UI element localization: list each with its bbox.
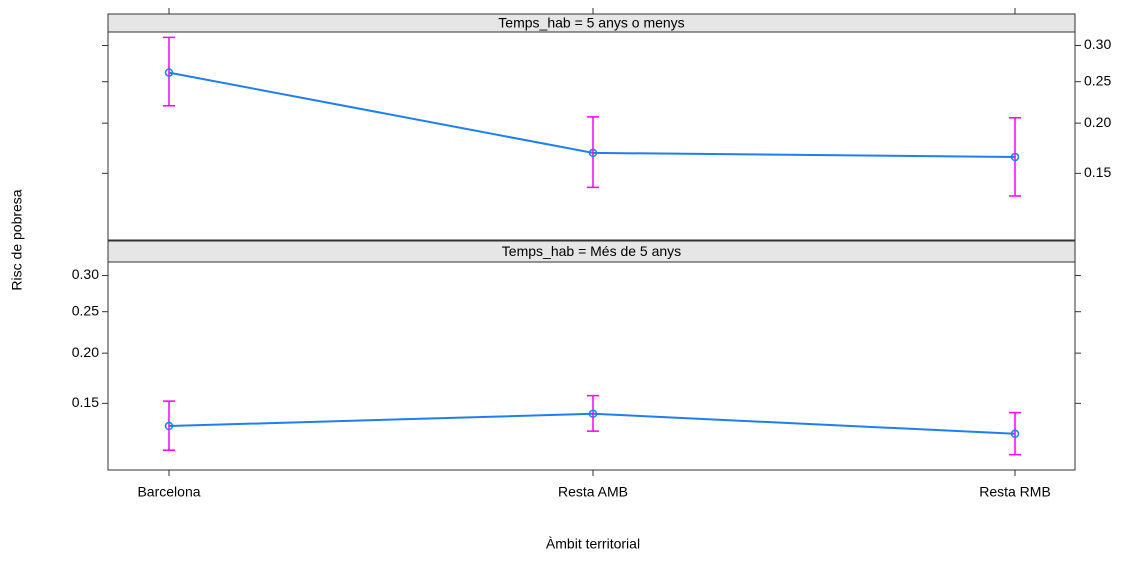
y-tick-label: 0.20: [1084, 114, 1111, 130]
x-tick-label: Resta RMB: [979, 484, 1051, 500]
y-tick-label: 0.30: [1084, 36, 1111, 52]
strip-label: Temps_hab = 5 anys o menys: [498, 15, 684, 31]
x-tick-label: Barcelona: [137, 484, 200, 500]
point: [588, 409, 598, 419]
y-tick-label: 0.20: [72, 344, 99, 360]
error-bar: [1009, 117, 1021, 197]
error-bar: [163, 36, 175, 107]
panel-frame: [107, 31, 1076, 241]
point: [588, 148, 598, 158]
strip-label: Temps_hab = Més de 5 anys: [502, 243, 681, 259]
y-tick-label: 0.15: [72, 394, 99, 410]
error-bar: [587, 394, 599, 432]
y-axis-title: Risc de pobresa: [9, 189, 25, 290]
panel-frame: [107, 261, 1076, 471]
y-tick-label: 0.25: [1084, 72, 1111, 88]
x-axis-title: Àmbit territorial: [546, 536, 640, 552]
y-tick-label: 0.15: [1084, 164, 1111, 180]
x-tick-label: Resta AMB: [558, 484, 628, 500]
y-tick-label: 0.25: [72, 302, 99, 318]
error-bar: [587, 116, 599, 189]
line: [168, 71, 1016, 159]
point: [1010, 429, 1020, 439]
point: [1010, 152, 1020, 162]
y-tick-label: 0.30: [72, 266, 99, 282]
error-bar: [1009, 411, 1021, 456]
point: [164, 68, 174, 77]
error-bar: [163, 400, 175, 452]
point: [164, 421, 174, 431]
